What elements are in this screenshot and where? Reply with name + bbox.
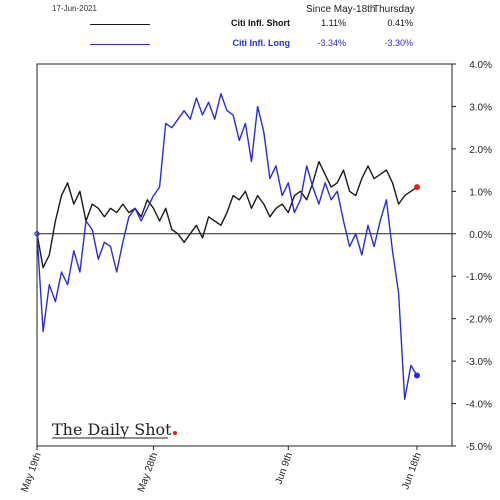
x-tick-label: May 19th xyxy=(19,451,43,493)
series-start-marker-1 xyxy=(34,231,40,237)
y-tick-label: 4.0% xyxy=(469,60,492,71)
date-label: 17-Jun-2021 xyxy=(52,4,97,13)
y-tick-label: -1.0% xyxy=(466,272,492,283)
series-line-0 xyxy=(36,160,418,269)
x-tick-label: May 28th xyxy=(136,451,160,493)
legend-line-long xyxy=(90,44,150,45)
logo-red-dot xyxy=(172,431,177,435)
y-tick-label: 0.0% xyxy=(469,230,492,241)
y-tick-label: -3.0% xyxy=(466,357,492,368)
x-tick-label: Jun 18th xyxy=(400,451,423,491)
legend-since-long: -3.34% xyxy=(317,38,346,48)
y-tick-label: 1.0% xyxy=(469,187,492,198)
series-line-1 xyxy=(36,92,418,400)
legend-thursday-long: -3.30% xyxy=(384,38,413,48)
legend-since-short: 1.11% xyxy=(321,18,346,28)
y-tick-label: -2.0% xyxy=(466,315,492,326)
legend-name-long: Citi Infl. Long xyxy=(232,38,291,48)
legend-line-short xyxy=(90,24,150,25)
daily-shot-logo: The Daily Shot xyxy=(52,420,177,439)
legend-name-short: Citi Infl. Short xyxy=(231,18,290,28)
legend-thursday-short: 0.41% xyxy=(387,18,413,28)
x-tick-label: Jun 9th xyxy=(274,451,296,486)
plot-frame xyxy=(36,63,453,447)
series-end-marker-0 xyxy=(414,184,420,191)
thursday-column-header: Thursday xyxy=(373,4,415,15)
y-tick-label: 2.0% xyxy=(469,145,492,156)
y-tick-label: -5.0% xyxy=(466,442,492,453)
series-end-marker-1 xyxy=(414,372,420,379)
y-tick-label: 3.0% xyxy=(469,102,492,113)
since-column-header: Since May-18th xyxy=(306,4,376,15)
y-tick-label: -4.0% xyxy=(466,400,492,411)
